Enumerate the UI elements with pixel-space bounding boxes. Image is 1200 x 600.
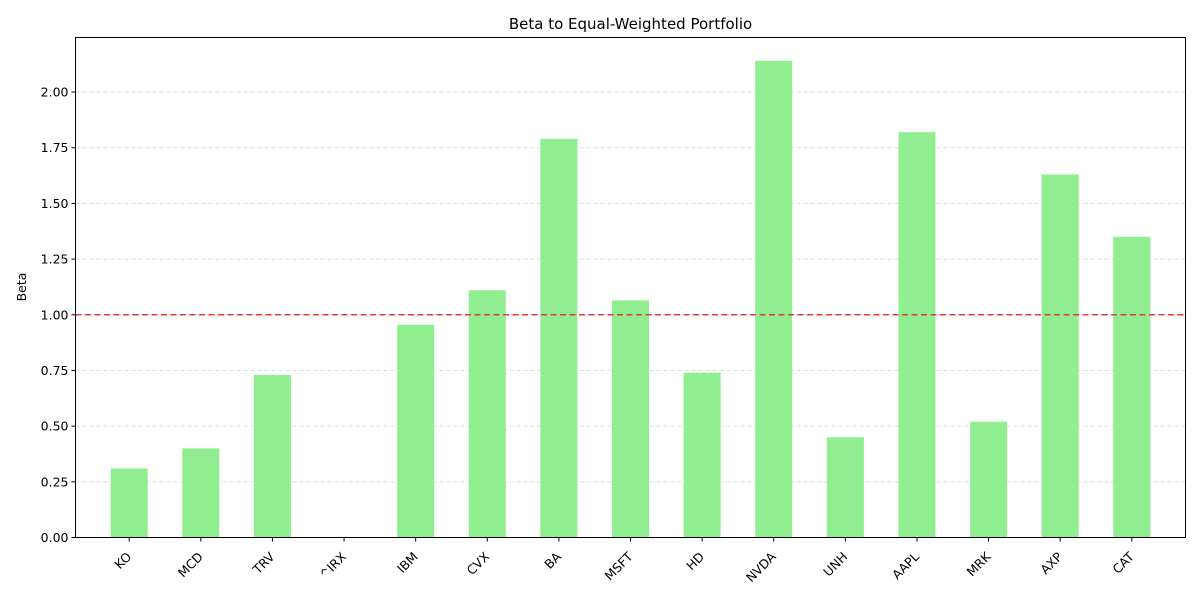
bar-mcd bbox=[182, 448, 220, 538]
bar-ibm bbox=[397, 324, 435, 538]
bar-mrk bbox=[970, 421, 1008, 538]
y-tick-label: 2.00 bbox=[41, 85, 69, 100]
bar-hd bbox=[683, 372, 721, 538]
y-axis-ticks: 0.00 0.25 0.50 0.75 1.00 1.25 1.50 1.75 2.00 bbox=[41, 85, 76, 545]
x-tick-label: MSFT bbox=[601, 549, 635, 583]
y-tick-label: 1.75 bbox=[41, 140, 69, 155]
bar-nvda bbox=[755, 60, 793, 538]
y-tick-label: 0.50 bbox=[41, 419, 69, 434]
y-tick-label: 0.75 bbox=[41, 363, 69, 378]
bar-msft bbox=[612, 300, 649, 538]
x-tick-label: BA bbox=[541, 549, 564, 572]
x-axis-ticks: KO MCD TRV ^IRX IBM CVX BA MSFT HD NVDA UNH AAPL MRK… bbox=[111, 537, 1137, 585]
y-axis-label: Beta bbox=[14, 273, 29, 302]
y-tick-label: 0.25 bbox=[41, 474, 69, 489]
x-tick-label: CVX bbox=[464, 549, 493, 578]
bar-ba bbox=[540, 138, 578, 538]
x-tick-label: MRK bbox=[964, 548, 995, 579]
y-tick-label: 1.00 bbox=[41, 307, 69, 322]
y-tick-label: 1.50 bbox=[41, 196, 69, 211]
bar-unh bbox=[826, 437, 864, 538]
bar-axp bbox=[1041, 174, 1079, 538]
x-tick-label: ^IRX bbox=[316, 549, 349, 582]
x-tick-label: AAPL bbox=[889, 549, 922, 582]
y-tick-label: 0.00 bbox=[41, 530, 69, 545]
x-tick-label: CAT bbox=[1109, 549, 1137, 577]
x-tick-label: HD bbox=[683, 549, 707, 573]
x-tick-label: TRV bbox=[249, 549, 278, 578]
x-tick-label: UNH bbox=[820, 549, 850, 579]
x-tick-label: AXP bbox=[1037, 549, 1065, 577]
x-tick-label: NVDA bbox=[743, 549, 779, 585]
bar-trv bbox=[253, 374, 291, 538]
bar-ko bbox=[110, 468, 148, 538]
x-tick-label: MCD bbox=[175, 549, 206, 580]
bars bbox=[110, 60, 1151, 538]
bar-cat bbox=[1113, 236, 1151, 538]
x-tick-label: KO bbox=[111, 549, 134, 572]
bar-aapl bbox=[898, 132, 936, 538]
y-tick-label: 1.25 bbox=[41, 252, 69, 267]
bar-cvx bbox=[468, 290, 506, 538]
chart-title: Beta to Equal-Weighted Portfolio bbox=[509, 15, 752, 33]
x-tick-label: IBM bbox=[394, 549, 421, 576]
